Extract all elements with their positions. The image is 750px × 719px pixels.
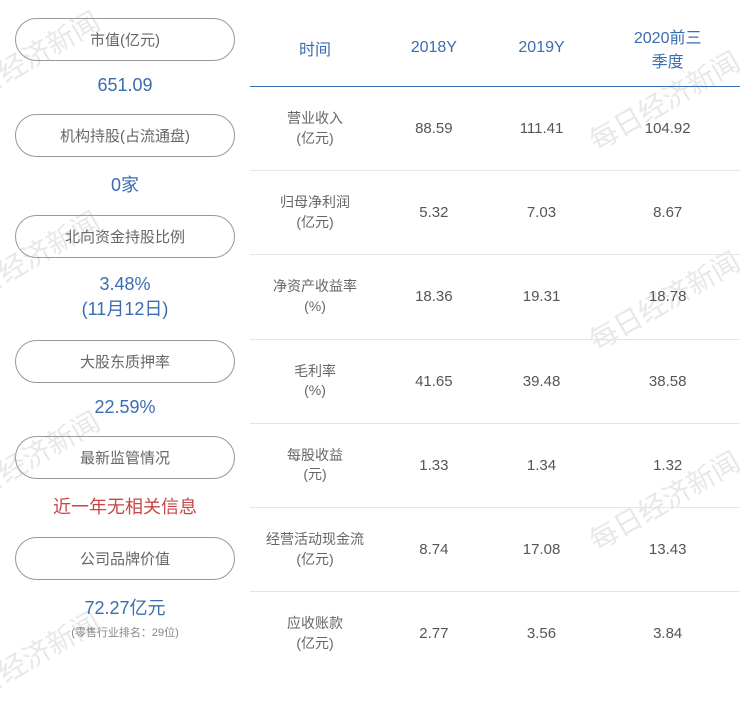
col-time: 时间 [250,10,380,87]
row-value: 19.31 [488,255,596,339]
row-value: 39.48 [488,339,596,423]
left-metrics-panel: 市值(亿元) 651.09 机构持股(占流通盘) 0家 北向资金持股比例 3.4… [0,10,250,668]
metric-value-brand: 72.27亿元 [84,594,165,620]
row-label: 经营活动现金流 (亿元) [250,507,380,591]
row-label: 每股收益 (元) [250,423,380,507]
metric-value-institutional: 0家 [111,171,139,197]
row-value: 13.43 [595,507,740,591]
col-2020q3: 2020前三 季度 [595,10,740,87]
table-row: 净资产收益率 (%)18.3619.3118.78 [250,255,740,339]
row-value: 18.36 [380,255,488,339]
metric-value-market-cap: 651.09 [97,75,152,96]
row-label: 归母净利润 (亿元) [250,171,380,255]
table-row: 毛利率 (%)41.6539.4838.58 [250,339,740,423]
table-row: 营业收入 (亿元)88.59111.41104.92 [250,87,740,171]
table-body: 营业收入 (亿元)88.59111.41104.92归母净利润 (亿元)5.32… [250,87,740,676]
metric-label-brand: 公司品牌价值 [15,537,235,580]
financials-table: 时间 2018Y 2019Y 2020前三 季度 营业收入 (亿元)88.591… [250,10,740,675]
financials-table-panel: 时间 2018Y 2019Y 2020前三 季度 营业收入 (亿元)88.591… [250,10,750,668]
metric-value-northbound: 3.48% (11月12日) [82,272,169,322]
row-label: 净资产收益率 (%) [250,255,380,339]
row-label: 应收账款 (亿元) [250,592,380,676]
row-label: 毛利率 (%) [250,339,380,423]
col-2019: 2019Y [488,10,596,87]
row-value: 8.74 [380,507,488,591]
row-value: 41.65 [380,339,488,423]
metric-label-pledge: 大股东质押率 [15,340,235,383]
metric-label-institutional: 机构持股(占流通盘) [15,114,235,157]
col-2018: 2018Y [380,10,488,87]
metric-value-regulation: 近一年无相关信息 [53,493,197,519]
row-value: 1.32 [595,423,740,507]
metric-label-northbound: 北向资金持股比例 [15,215,235,258]
row-label: 营业收入 (亿元) [250,87,380,171]
table-row: 每股收益 (元)1.331.341.32 [250,423,740,507]
row-value: 3.84 [595,592,740,676]
row-value: 7.03 [488,171,596,255]
row-value: 17.08 [488,507,596,591]
row-value: 111.41 [488,87,596,171]
row-value: 2.77 [380,592,488,676]
metric-label-regulation: 最新监管情况 [15,436,235,479]
table-row: 归母净利润 (亿元)5.327.038.67 [250,171,740,255]
metric-note-brand: (零售行业排名：29位) [71,624,179,640]
metric-label-market-cap: 市值(亿元) [15,18,235,61]
table-header-row: 时间 2018Y 2019Y 2020前三 季度 [250,10,740,87]
table-row: 应收账款 (亿元)2.773.563.84 [250,592,740,676]
row-value: 8.67 [595,171,740,255]
row-value: 1.34 [488,423,596,507]
row-value: 5.32 [380,171,488,255]
row-value: 38.58 [595,339,740,423]
metric-value-pledge: 22.59% [94,397,155,418]
row-value: 1.33 [380,423,488,507]
row-value: 18.78 [595,255,740,339]
row-value: 104.92 [595,87,740,171]
row-value: 3.56 [488,592,596,676]
table-row: 经营活动现金流 (亿元)8.7417.0813.43 [250,507,740,591]
row-value: 88.59 [380,87,488,171]
